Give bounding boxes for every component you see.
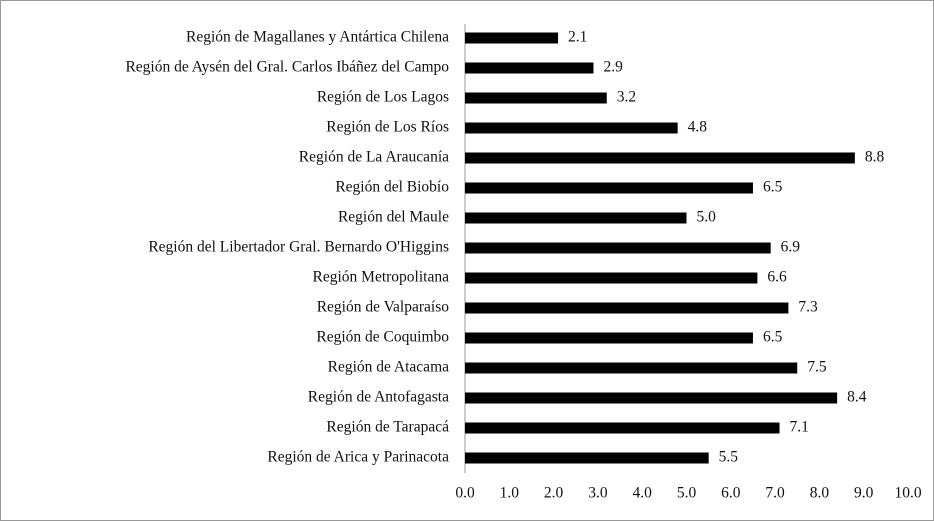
value-label: 6.5 [763,179,783,196]
bar [465,302,789,314]
x-tick-label: 7.0 [765,485,785,502]
value-label: 6.6 [767,269,787,286]
value-label: 2.1 [568,29,587,46]
value-label: 6.5 [763,329,783,346]
y-tick-label: Región del Maule [338,209,449,226]
bar [465,452,709,464]
value-label: 8.4 [847,389,867,406]
bar [465,392,838,404]
y-tick-label: Región de Antofagasta [308,389,449,406]
x-tick-label: 2.0 [544,485,564,502]
y-tick-label: Región de Tarapacá [326,419,449,436]
value-label: 5.0 [697,209,717,226]
x-tick-label: 10.0 [894,485,921,502]
y-tick-label: Región de Atacama [328,359,449,376]
x-tick-label: 9.0 [854,485,874,502]
x-tick-label: 0.0 [455,485,475,502]
bar [465,212,687,224]
bar [465,92,607,104]
value-label: 4.8 [688,119,708,136]
bar [465,32,559,44]
x-tick-label: 6.0 [721,485,741,502]
y-tick-label: Región de Arica y Parinacota [267,449,449,466]
y-tick-label: Región de La Araucanía [299,149,449,166]
y-tick-label: Región de Valparaíso [317,299,450,316]
x-tick-label: 4.0 [633,485,653,502]
bar [465,362,798,374]
value-label: 7.5 [807,359,827,376]
value-label: 7.1 [790,419,809,436]
y-tick-label: Región del Libertador Gral. Bernardo O'H… [148,239,449,256]
bar [465,152,855,164]
bar [465,182,753,194]
x-tick-label: 3.0 [588,485,608,502]
y-tick-label: Región de Los Lagos [317,89,449,106]
value-label: 2.9 [603,59,623,76]
value-label: 3.2 [617,89,636,106]
bar [465,62,594,74]
x-tick-label: 1.0 [500,485,520,502]
y-tick-label: Región del Biobío [335,179,449,196]
bar [465,122,678,134]
y-tick-label: Región de Aysén del Gral. Carlos Ibáñez … [125,59,449,76]
y-tick-label: Región de Coquimbo [316,329,449,346]
bar [465,422,780,434]
y-tick-label: Región de Magallanes y Antártica Chilena [186,29,449,46]
y-tick-label: Región Metropolitana [313,269,450,286]
x-tick-label: 5.0 [677,485,697,502]
bar [465,242,771,254]
value-label: 5.5 [719,449,739,466]
value-label: 8.8 [865,149,885,166]
x-tick-label: 8.0 [810,485,830,502]
value-label: 6.9 [781,239,801,256]
bar [465,332,753,344]
bar [465,272,758,284]
y-tick-label: Región de Los Ríos [326,119,449,136]
value-label: 7.3 [798,299,818,316]
